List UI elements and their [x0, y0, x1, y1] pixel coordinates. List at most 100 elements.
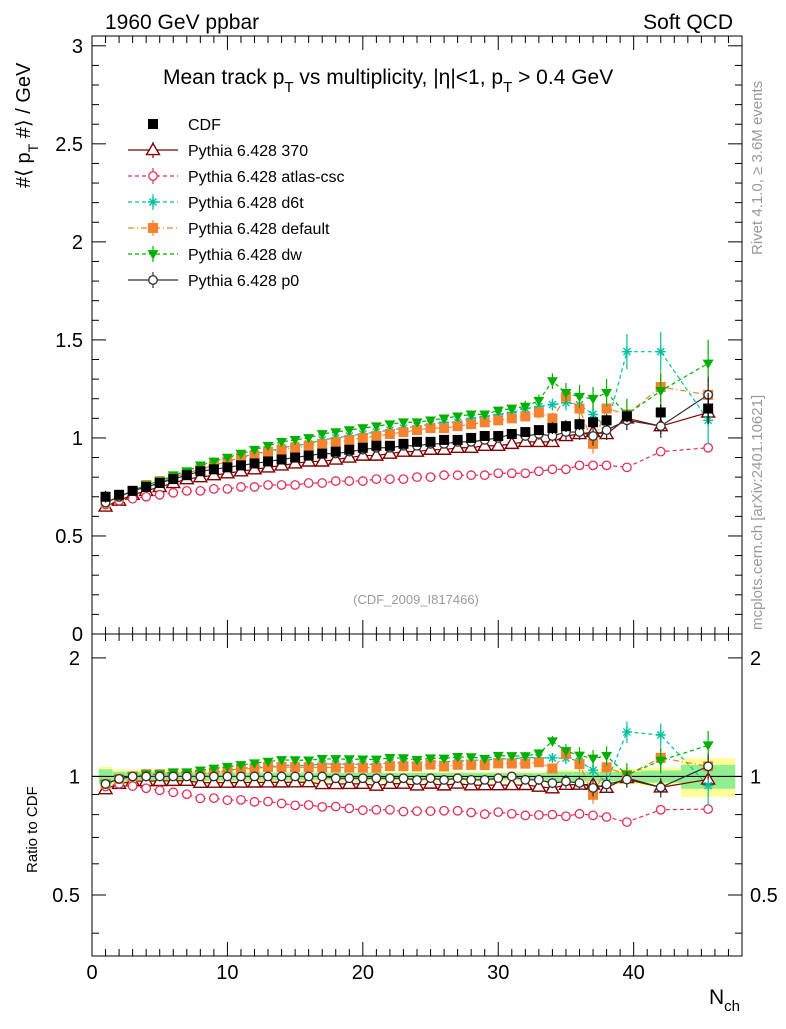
ratio-point	[154, 771, 165, 782]
ratio-point	[520, 774, 531, 785]
reference-point	[222, 462, 233, 473]
legend-marker	[148, 223, 158, 233]
ratio-point	[452, 805, 463, 816]
ratio-point	[385, 804, 395, 815]
series-point	[436, 441, 452, 455]
ratio-axes: 0 10 20 30 40 0.5 0.5 1 1 2 2	[52, 634, 778, 984]
series-point	[276, 444, 287, 455]
ratio-point	[655, 729, 666, 740]
series-point	[368, 447, 385, 461]
ratio-point	[425, 806, 436, 817]
ratio-point	[192, 774, 209, 788]
legend-label: CDF	[188, 117, 221, 134]
ratio-point	[588, 765, 599, 776]
ratio-point	[479, 754, 491, 765]
ratio-point	[262, 757, 274, 768]
legend-label: Pythia 6.428 default	[188, 221, 330, 238]
reference-point	[168, 474, 179, 485]
series-point	[703, 442, 714, 453]
series-point	[601, 388, 613, 399]
ratio-point	[330, 773, 341, 784]
series-point	[395, 443, 412, 457]
reference-point	[114, 489, 125, 500]
series-point	[492, 406, 504, 416]
series-point	[303, 434, 315, 444]
series-point	[520, 411, 531, 422]
series-point	[520, 468, 531, 479]
ratio-point	[317, 771, 328, 782]
ratio-point	[493, 758, 504, 769]
ratio-point	[208, 764, 220, 774]
series-point	[533, 407, 544, 418]
series-point	[547, 413, 558, 424]
ratio-point	[246, 774, 263, 788]
ratio-point	[127, 781, 138, 791]
ratio-point	[574, 808, 585, 819]
series-point	[452, 470, 463, 481]
ratio-point	[412, 761, 422, 772]
ratio-point	[520, 810, 531, 821]
ratio-point	[411, 755, 423, 766]
ratio-point	[368, 777, 385, 791]
ratio-point	[479, 774, 490, 785]
ratio-point	[601, 762, 612, 773]
ratio-point	[221, 762, 233, 773]
ratio-point	[263, 771, 273, 782]
ratio-point	[601, 751, 613, 762]
legend: CDF Pythia 6.428 370 Pythia 6.428 atlas-cs…	[128, 117, 345, 290]
ratio-y-tick-label-right: 1	[750, 766, 761, 788]
ratio-point	[263, 796, 273, 807]
series-point	[412, 425, 422, 436]
series-point	[465, 410, 477, 420]
series-point	[371, 430, 382, 441]
series-point	[344, 434, 355, 445]
ratio-point	[439, 761, 450, 772]
legend-item: Pythia 6.428 default	[128, 220, 330, 238]
reference-point	[303, 450, 314, 461]
main-series-group	[97, 332, 716, 512]
ratio-point	[490, 777, 506, 791]
ratio-point	[194, 766, 206, 776]
reference-point	[574, 419, 585, 430]
legend-label: Pythia 6.428 p0	[188, 273, 299, 290]
series-point	[506, 413, 517, 424]
ratio-point	[357, 773, 368, 784]
ratio-point	[506, 771, 517, 782]
ratio-point	[452, 759, 463, 770]
reference-point	[466, 432, 477, 443]
legend-item: Pythia 6.428 d6t	[128, 194, 304, 212]
series-point	[452, 412, 464, 422]
reference-point	[384, 440, 395, 451]
ratio-point	[587, 754, 599, 764]
ratio-y-axis-label: Ratio to CDF	[24, 786, 41, 873]
ratio-point	[276, 798, 287, 809]
ratio-point	[276, 771, 287, 782]
reference-point	[398, 438, 409, 449]
series-point	[328, 451, 344, 465]
series-point	[303, 478, 314, 488]
ratio-point	[208, 793, 219, 804]
series-point	[290, 442, 301, 453]
series-point	[409, 443, 425, 457]
series-point	[547, 464, 558, 475]
ratio-point	[343, 755, 355, 765]
series-point	[574, 392, 585, 403]
reference-point	[154, 478, 165, 489]
reference-point	[588, 417, 599, 428]
series-point	[221, 453, 233, 464]
series-point	[314, 453, 330, 467]
legend-marker	[148, 275, 158, 285]
reference-point	[560, 421, 571, 432]
reference-point	[439, 434, 450, 445]
ratio-point	[466, 775, 477, 785]
ratio-point	[574, 751, 585, 761]
series-point	[289, 436, 301, 446]
ratio-point	[504, 777, 520, 791]
x-tick-label: 40	[623, 962, 645, 984]
legend-label: Pythia 6.428 atlas-csc	[188, 169, 345, 186]
reference-point	[330, 446, 341, 457]
series-point	[476, 437, 493, 452]
ratio-point	[412, 806, 422, 817]
